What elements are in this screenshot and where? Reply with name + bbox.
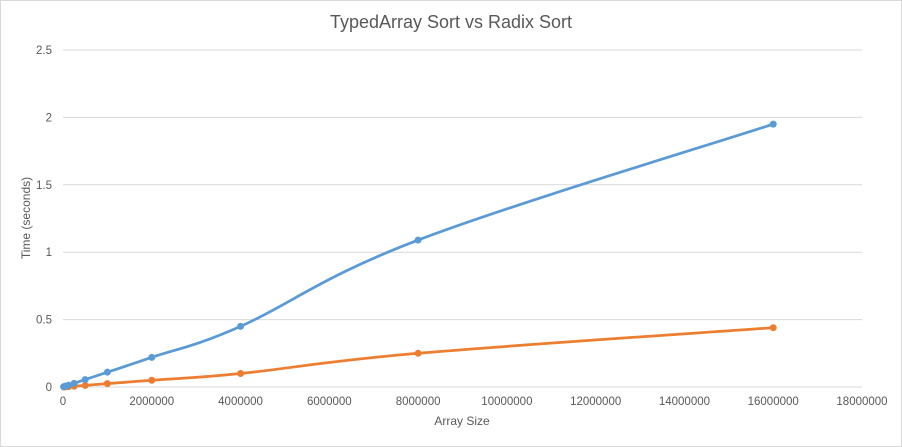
data-point-marker[interactable] <box>148 376 156 384</box>
x-tick-label: 8000000 <box>396 396 441 408</box>
x-tick-label: 10000000 <box>481 396 532 408</box>
data-point-marker[interactable] <box>769 324 777 332</box>
series-2 <box>60 324 777 391</box>
x-tick-label: 2000000 <box>129 396 174 408</box>
data-point-marker[interactable] <box>103 368 111 376</box>
gridlines <box>63 49 862 388</box>
y-tick-label: 0.5 <box>36 315 52 327</box>
series-line <box>62 122 775 389</box>
data-point-marker[interactable] <box>70 379 78 387</box>
x-tick-label: 4000000 <box>218 396 263 408</box>
x-axis-label: Array Size <box>434 414 490 428</box>
y-tick-label: 2 <box>46 112 52 124</box>
data-point-marker[interactable] <box>237 370 245 378</box>
series-line <box>62 326 775 389</box>
data-point-marker[interactable] <box>414 349 422 357</box>
series-1 <box>60 120 777 391</box>
y-tick-label: 0 <box>46 382 52 394</box>
data-series <box>60 120 777 391</box>
data-point-marker[interactable] <box>414 236 422 244</box>
data-point-marker[interactable] <box>148 353 156 361</box>
data-point-marker[interactable] <box>65 381 73 389</box>
x-tick-label: 14000000 <box>659 396 710 408</box>
data-point-marker[interactable] <box>81 381 89 389</box>
x-tick-label: 6000000 <box>307 396 352 408</box>
x-tick-label: 18000000 <box>836 396 887 408</box>
y-tick-label: 1 <box>46 247 52 259</box>
x-tick-label: 0 <box>60 396 66 408</box>
x-tick-label: 12000000 <box>570 396 621 408</box>
data-point-marker[interactable] <box>237 322 245 330</box>
chart-title: TypedArray Sort vs Radix Sort <box>329 12 573 32</box>
data-point-marker[interactable] <box>103 380 111 388</box>
y-axis-ticks: 0 0.5 1 1.5 2 2.5 <box>36 45 52 394</box>
data-point-marker[interactable] <box>769 120 777 128</box>
x-axis-ticks: 0 2000000 4000000 6000000 8000000 10000000 120… <box>60 396 888 408</box>
x-tick-label: 16000000 <box>748 396 799 408</box>
data-point-marker[interactable] <box>81 376 89 384</box>
y-tick-label: 1.5 <box>36 180 52 192</box>
y-tick-label: 2.5 <box>36 45 52 57</box>
